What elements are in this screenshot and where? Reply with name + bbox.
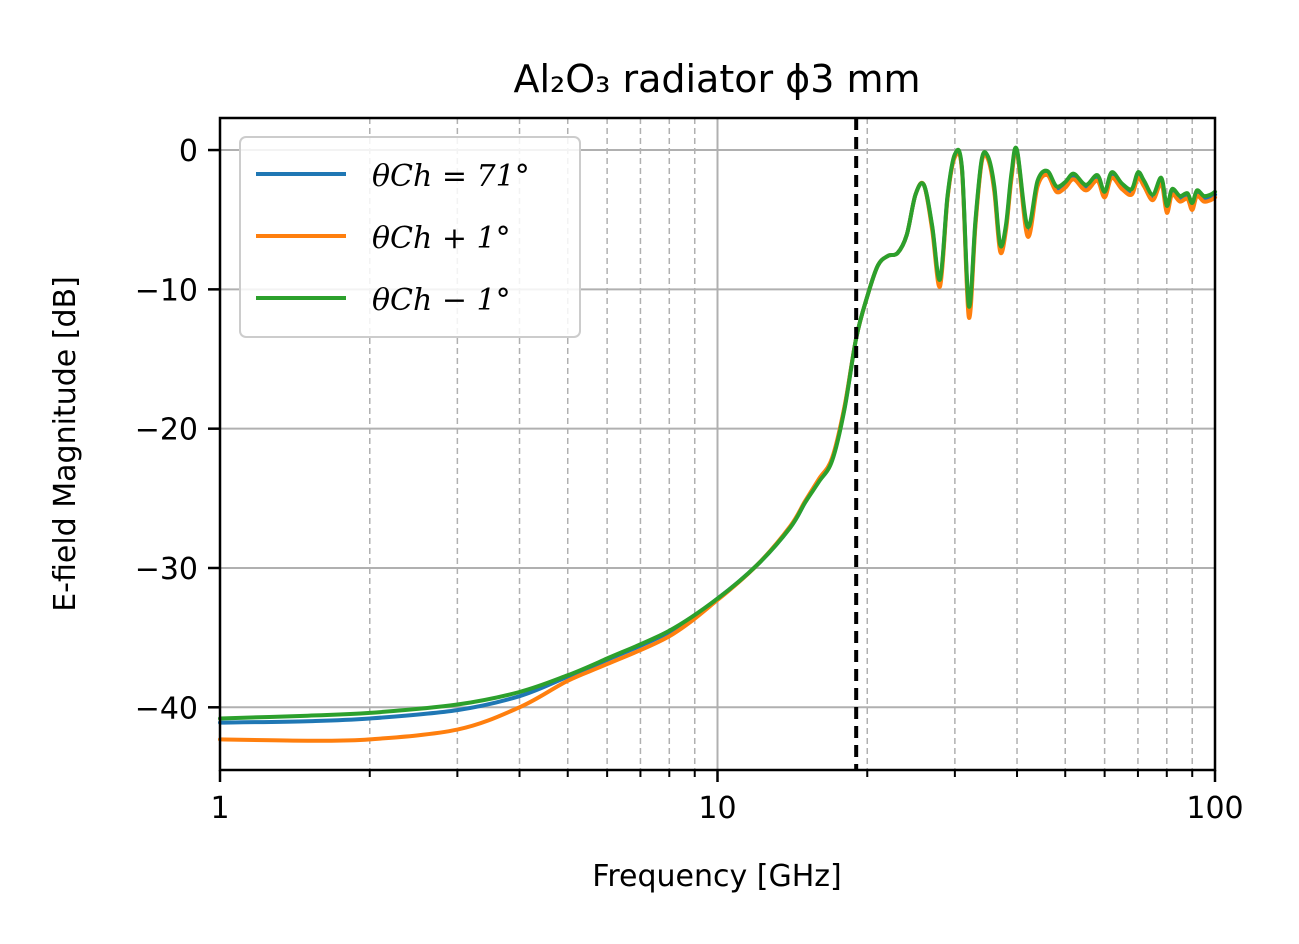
series-layer: [218, 145, 1217, 743]
y-tick-label: 0: [179, 134, 198, 169]
y-tick-label: −40: [135, 691, 198, 726]
legend-label-theta-plus-1: θCh + 1°: [372, 221, 511, 256]
legend-box: [239, 136, 581, 338]
y-axis-label: E-field Magnitude [dB]: [48, 276, 83, 612]
legend-label-theta-minus-1: θCh − 1°: [372, 283, 511, 318]
chart-title: Al₂O₃ radiator ϕ3 mm: [513, 57, 920, 101]
x-axis-label: Frequency [GHz]: [592, 859, 841, 894]
x-tick-label: 10: [698, 791, 736, 826]
y-tick-label: −30: [135, 552, 198, 587]
x-tick-label: 100: [1186, 791, 1243, 826]
legend: θCh = 71° θCh + 1° θCh − 1°: [239, 136, 581, 338]
y-tick-label: −20: [135, 413, 198, 448]
legend-label-theta-71: θCh = 71°: [372, 159, 530, 194]
x-tick-label: 1: [210, 791, 229, 826]
series-line-theta-minus-1: [218, 145, 1217, 721]
y-tick-label: −10: [135, 273, 198, 308]
ticks: 1 10 100 0 −10 −20 −30 −40: [135, 134, 1244, 826]
